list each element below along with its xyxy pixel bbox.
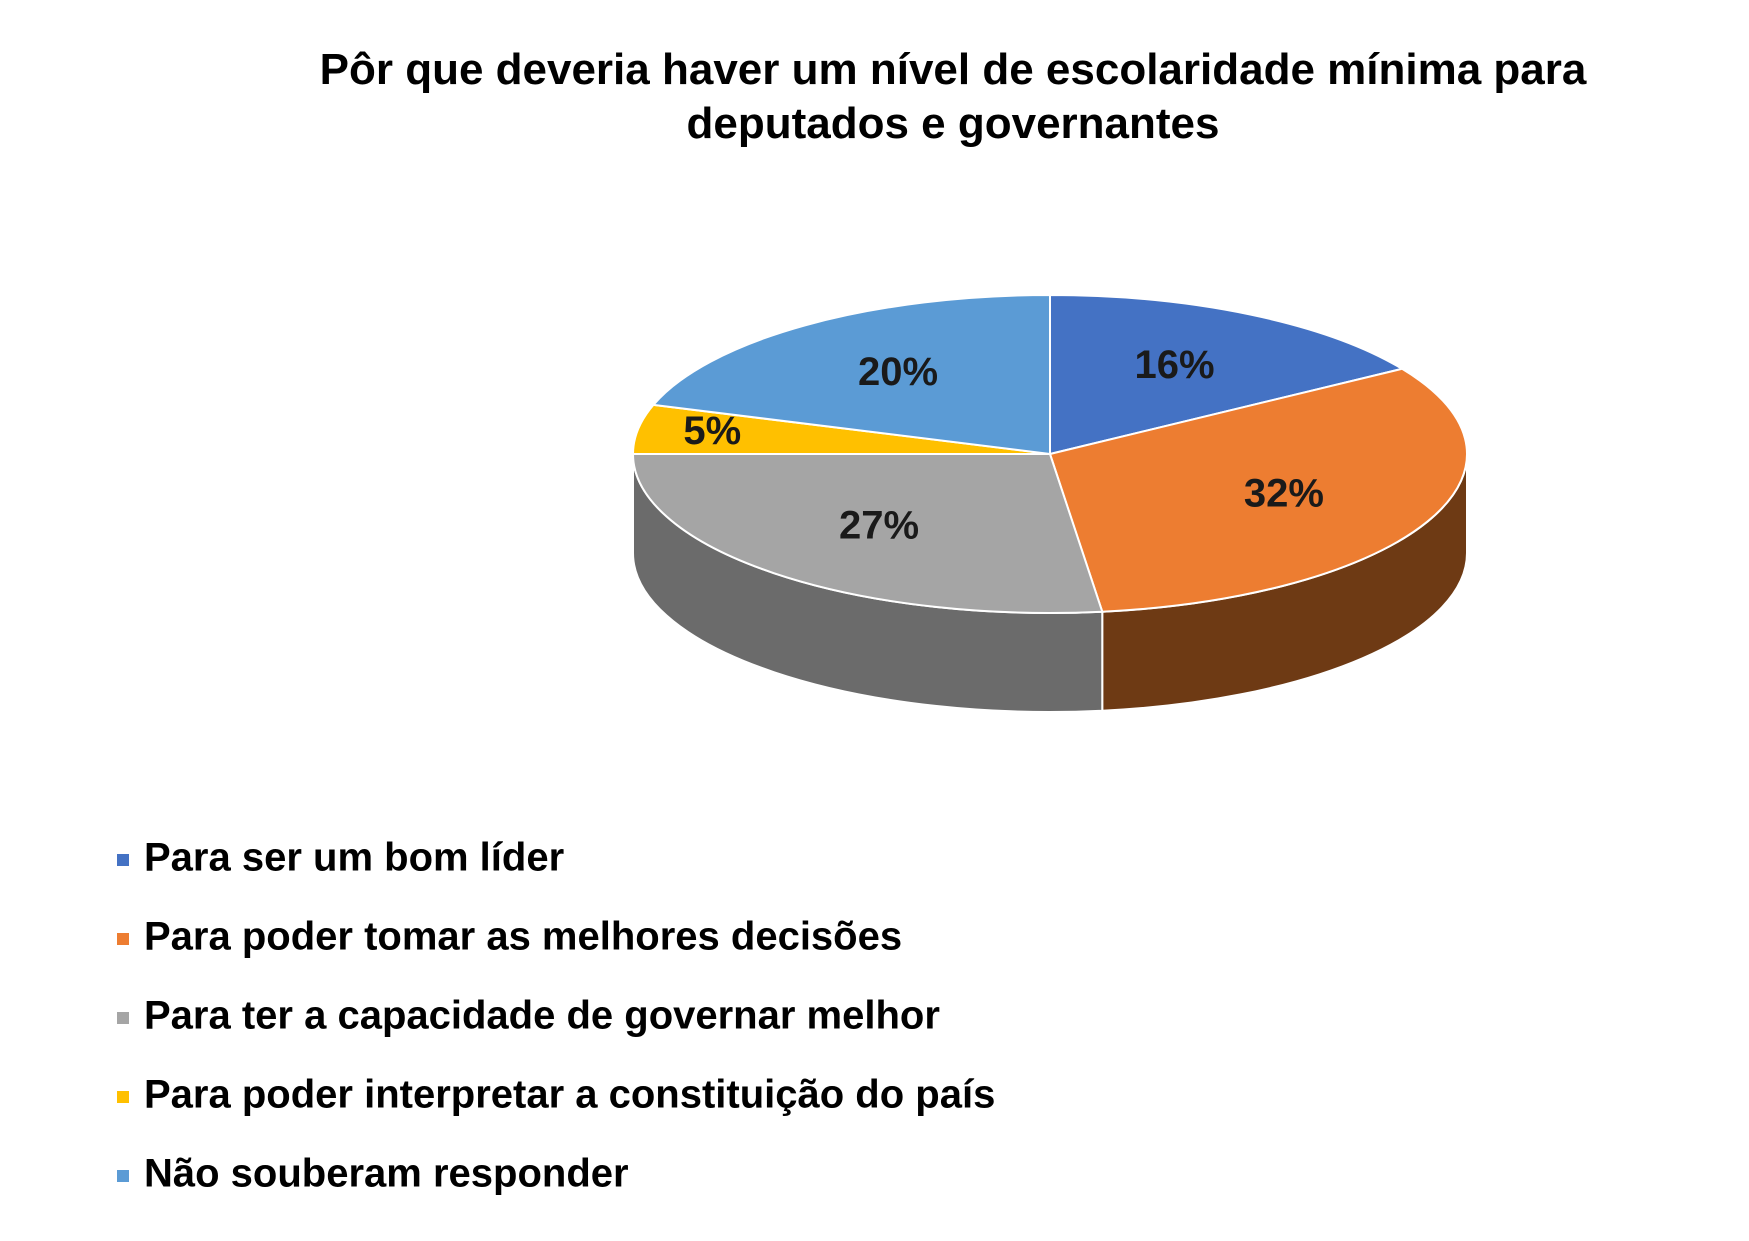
value-label: 27% (839, 504, 919, 548)
legend-marker (117, 933, 129, 945)
legend-marker (117, 854, 129, 866)
legend-label: Para ser um bom líder (144, 836, 564, 880)
legend-marker (117, 1170, 129, 1182)
legend-label: Para poder interpretar a constituição do… (144, 1073, 995, 1117)
value-label: 5% (683, 409, 741, 453)
legend-marker (117, 1012, 129, 1024)
slice (1048, 367, 1468, 613)
value-label: 16% (1135, 343, 1215, 387)
legend-label: Para ter a capacidade de governar melhor (144, 994, 940, 1038)
value-label: 20% (858, 350, 938, 394)
legend-label: Para poder tomar as melhores decisões (144, 915, 902, 959)
legend-label: Não souberam responder (144, 1152, 629, 1196)
slice (651, 293, 1051, 456)
slice (631, 453, 1104, 614)
legend-marker (117, 1091, 129, 1103)
value-label: 32% (1244, 472, 1324, 516)
slice (1049, 293, 1405, 456)
chart-title: Pôr que deveria haver um nível de escola… (320, 45, 1587, 148)
